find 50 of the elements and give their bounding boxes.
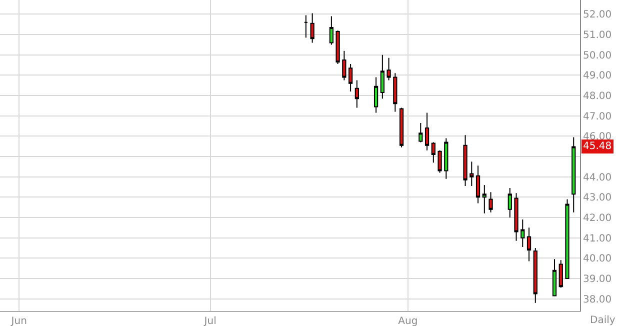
candlestick [482,184,486,214]
y-tick-label: 42.00 [583,213,612,224]
candlestick [572,136,576,213]
candlestick [508,188,512,218]
candlestick [552,258,557,296]
candlestick [520,219,525,248]
text: Daily [590,315,616,326]
candlestick [438,150,442,174]
annotation: 45.48 [583,141,612,152]
candlestick [386,57,391,81]
candlestick [424,112,430,151]
y-tick-label: 43.00 [583,192,612,204]
candlestick [533,247,538,304]
candlestick [514,192,518,242]
y-tick-label: 47.00 [583,111,612,122]
candlestick [558,260,563,288]
x-tick-label: Aug [398,316,418,326]
y-tick-label: 44.00 [583,172,612,184]
candlestick [342,50,346,81]
candlestick [476,165,480,204]
y-tick-label: 40.00 [583,254,612,265]
candlestick [310,12,314,44]
candlestick [565,198,570,279]
candlestick [431,142,436,164]
y-tick-label: 50.00 [583,50,612,62]
candlestick [354,80,359,108]
candlestick [304,14,308,38]
candlestick [444,138,448,180]
candlestick [329,16,334,46]
y-tick-label: 39.00 [583,274,612,285]
y-tick-label: 38.00 [583,294,612,306]
y-tick-label: 46.00 [583,132,612,143]
candlestick [374,76,378,114]
candlestick [463,134,468,186]
candlestick [526,227,532,262]
x-tick-label: Jul [203,316,216,326]
candlestick [380,54,384,100]
x-tick-label: Jun [10,316,27,326]
candlestick [418,122,423,143]
y-tick-label: 52.00 [583,10,612,21]
y-tick-label: 48.00 [583,91,612,102]
y-tick-label: 49.00 [583,70,612,82]
candlestick [399,107,404,148]
candlestick [348,64,353,92]
candlestick [393,72,398,112]
candlestick [470,161,474,186]
candlestick [336,30,340,65]
y-tick-label: 41.00 [583,233,612,244]
y-tick-label: 51.00 [583,30,612,42]
candlestick [488,192,493,213]
